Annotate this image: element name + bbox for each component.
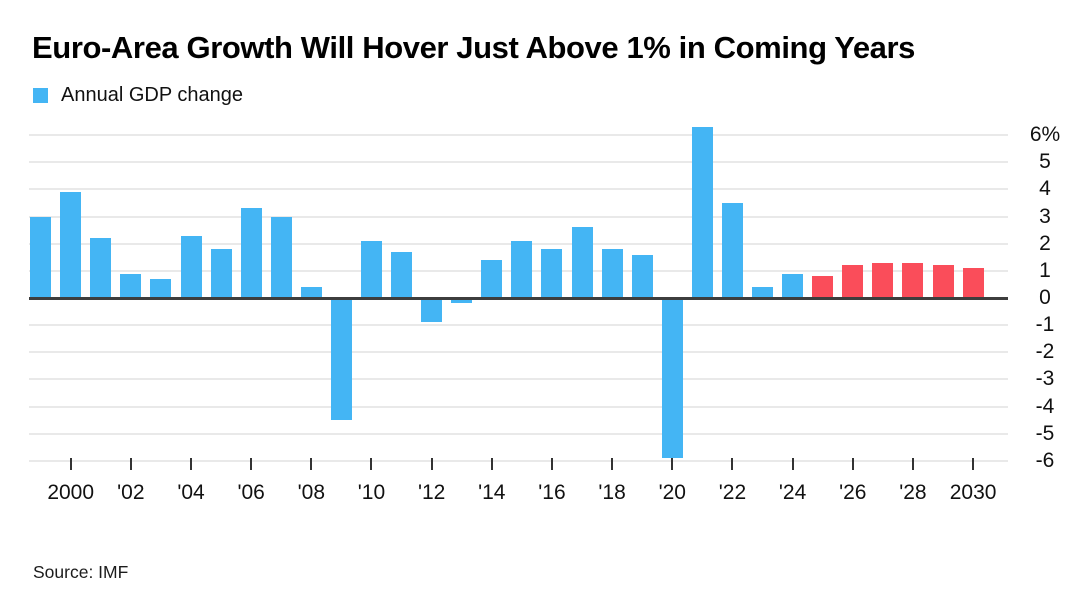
x-tick-2030 — [972, 458, 975, 470]
bar-2028 — [902, 262, 924, 298]
bar-2023 — [752, 287, 774, 298]
bar-2010 — [360, 240, 382, 298]
x-axis-label-2010: '10 — [357, 481, 386, 504]
x-tick-2016 — [550, 458, 553, 470]
x-tick-2028 — [911, 458, 914, 470]
bar-2027 — [872, 262, 894, 298]
x-tick-2026 — [851, 458, 854, 470]
x-axis-label-2026: '26 — [839, 481, 867, 504]
x-tick-2010 — [370, 458, 373, 470]
y-axis-label--6: -6 — [1035, 448, 1055, 472]
y-axis-label-3: 3 — [1039, 204, 1051, 228]
bar-2024 — [782, 273, 804, 298]
gridline-3 — [29, 215, 1008, 218]
y-axis-label-2: 2 — [1039, 231, 1051, 255]
bar-2022 — [721, 202, 743, 298]
bar-2001 — [90, 238, 112, 298]
y-axis-label-5: 5 — [1039, 150, 1051, 174]
x-axis-label-2024: '24 — [778, 481, 807, 504]
bar-2011 — [391, 251, 413, 298]
x-tick-2000 — [69, 458, 72, 470]
chart-title: Euro-Area Growth Will Hover Just Above 1… — [32, 30, 916, 65]
bar-2016 — [541, 249, 563, 298]
bar-2009 — [330, 298, 352, 421]
bar-2026 — [842, 265, 864, 298]
x-axis-label-2030: 2030 — [949, 481, 997, 504]
x-tick-2024 — [791, 458, 794, 470]
x-axis-label-2018: '18 — [598, 481, 626, 504]
x-tick-2022 — [731, 458, 734, 470]
x-axis-label-2014: '14 — [478, 481, 506, 504]
x-tick-2012 — [430, 458, 433, 470]
bar-2030 — [962, 268, 984, 298]
y-axis-label-4: 4 — [1039, 177, 1051, 201]
y-axis-label--2: -2 — [1035, 340, 1055, 364]
gridline-4 — [29, 188, 1008, 191]
x-axis-label-2016: '16 — [538, 481, 566, 504]
y-axis-label--4: -4 — [1035, 394, 1055, 418]
legend-swatch-icon — [33, 87, 48, 103]
bar-2013 — [451, 298, 473, 304]
gridline--1 — [29, 324, 1008, 327]
bar-2000 — [60, 192, 82, 298]
x-tick-2014 — [490, 458, 493, 470]
y-axis-label-1: 1 — [1039, 258, 1051, 282]
x-axis-label-2028: '28 — [899, 481, 927, 504]
bar-2003 — [150, 278, 172, 298]
bar-2017 — [571, 227, 593, 298]
gridline--6 — [29, 459, 1008, 462]
bar-2015 — [511, 240, 533, 298]
x-tick-2008 — [310, 458, 313, 470]
x-axis-label-2020: '20 — [658, 481, 686, 504]
x-axis-label-2002: '02 — [117, 481, 145, 504]
bar-2012 — [421, 298, 443, 323]
x-axis-label-2012: '12 — [417, 481, 446, 504]
gridline-5 — [29, 161, 1008, 164]
bar-2029 — [932, 265, 954, 298]
x-axis-label-2006: '06 — [237, 481, 265, 504]
bar-2008 — [300, 287, 322, 298]
bar-2014 — [481, 259, 503, 298]
x-tick-2018 — [611, 458, 614, 470]
source-note: Source: IMF — [33, 562, 129, 582]
gridline--2 — [29, 351, 1008, 354]
bar-2019 — [631, 254, 653, 298]
x-tick-2020 — [671, 458, 674, 470]
bar-2020 — [661, 298, 683, 459]
y-axis-label--5: -5 — [1035, 421, 1055, 445]
x-axis-label-2000: 2000 — [47, 481, 95, 504]
x-axis-label-2022: '22 — [718, 481, 747, 504]
y-axis-label-6: 6% — [1029, 123, 1061, 147]
legend-label: Annual GDP change — [61, 83, 243, 106]
x-axis-label-2008: '08 — [297, 481, 325, 504]
bar-2004 — [180, 235, 202, 298]
y-axis-label-0: 0 — [1039, 286, 1051, 309]
x-tick-2002 — [129, 458, 132, 470]
gridline-6 — [29, 134, 1008, 137]
bar-2007 — [270, 216, 292, 298]
x-tick-2004 — [190, 458, 192, 470]
bar-2021 — [691, 126, 713, 298]
y-axis-label--3: -3 — [1035, 367, 1055, 391]
bar-1999 — [30, 216, 52, 298]
gridline--5 — [29, 432, 1008, 435]
y-axis-label--1: -1 — [1035, 313, 1055, 337]
bar-2002 — [120, 273, 142, 298]
gridline--3 — [29, 378, 1008, 381]
legend: Annual GDP change — [33, 83, 243, 106]
bar-2005 — [210, 249, 232, 298]
bar-2006 — [240, 208, 262, 298]
bar-2025 — [812, 276, 834, 298]
x-axis-label-2004: '04 — [177, 481, 205, 504]
gridline--4 — [29, 405, 1008, 408]
x-tick-2006 — [250, 458, 253, 470]
bar-2018 — [601, 249, 623, 298]
zero-axis-line — [29, 297, 1008, 300]
